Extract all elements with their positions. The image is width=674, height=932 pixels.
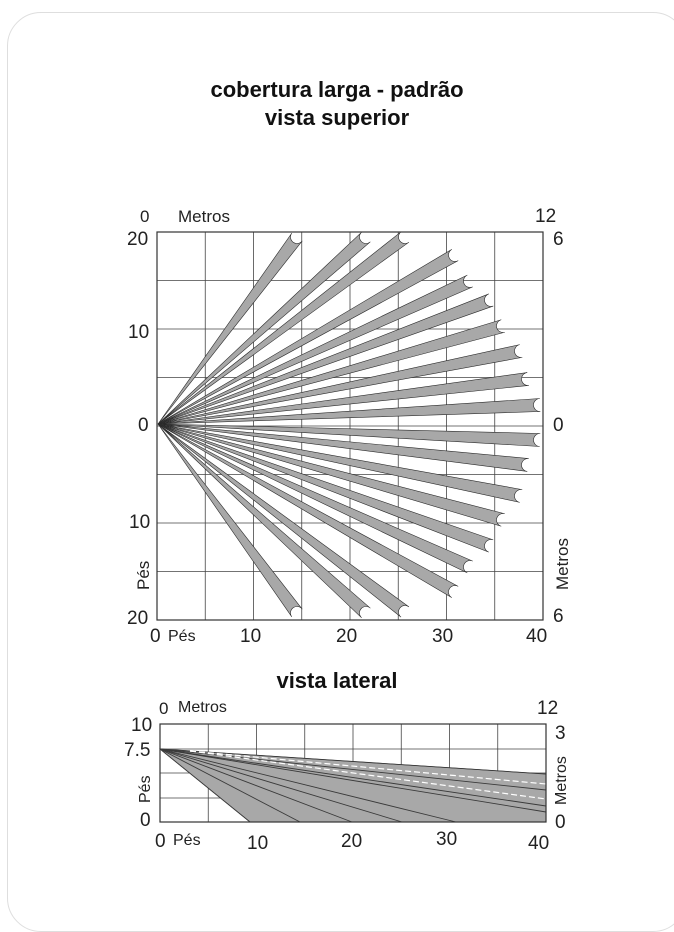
top-left-tick: 0 (138, 415, 149, 436)
top-left-tick: 10 (129, 512, 150, 533)
detection-beam (157, 293, 494, 425)
top-pes-bottom-label: Pés (168, 628, 196, 645)
detection-beam (157, 249, 459, 425)
detection-beam (157, 423, 505, 527)
top-right-tick: 6 (553, 606, 564, 627)
detection-beam (157, 423, 473, 574)
detection-beam (157, 423, 494, 553)
top-left-tick: 20 (127, 229, 148, 250)
detection-beam (157, 423, 303, 618)
diagram-title-line2: vista superior (264, 105, 410, 130)
top-bottom-tick: 0 (150, 626, 161, 647)
detection-beam (157, 398, 541, 425)
top-right-tick: 0 (553, 415, 564, 436)
detection-beam (157, 423, 523, 503)
top-bottom-tick: 20 (336, 626, 357, 647)
top-view-beams (157, 231, 541, 619)
detection-beam (157, 231, 371, 425)
top-bottom-tick: 30 (432, 626, 453, 647)
detection-beam (157, 423, 371, 619)
diagram-title-line1: cobertura larga - padrão (210, 77, 464, 102)
top-bottom-tick: 40 (526, 626, 547, 647)
detection-beam (157, 423, 459, 598)
detection-beam (157, 423, 541, 447)
top-metros-label: Metros (178, 207, 230, 226)
top-pes-side-label: Pés (134, 561, 153, 590)
detection-beam (157, 344, 523, 425)
top-right-tick: 6 (553, 229, 564, 250)
detection-beam (157, 274, 473, 425)
detection-beam (157, 319, 505, 425)
top-view-frame (156, 231, 544, 621)
detection-beam (157, 423, 410, 618)
top-left-tick: 10 (128, 322, 149, 343)
top-metros-side-label: Metros (553, 538, 572, 590)
top-metros-zero: 0 (140, 207, 149, 226)
side-view-title: vista lateral (276, 668, 398, 693)
detection-beam (157, 423, 529, 472)
detection-beam (157, 372, 529, 425)
top-metros-twelve: 12 (535, 206, 556, 227)
top-left-tick: 20 (127, 608, 148, 629)
detection-beam (157, 232, 303, 425)
top-bottom-tick: 10 (240, 626, 261, 647)
